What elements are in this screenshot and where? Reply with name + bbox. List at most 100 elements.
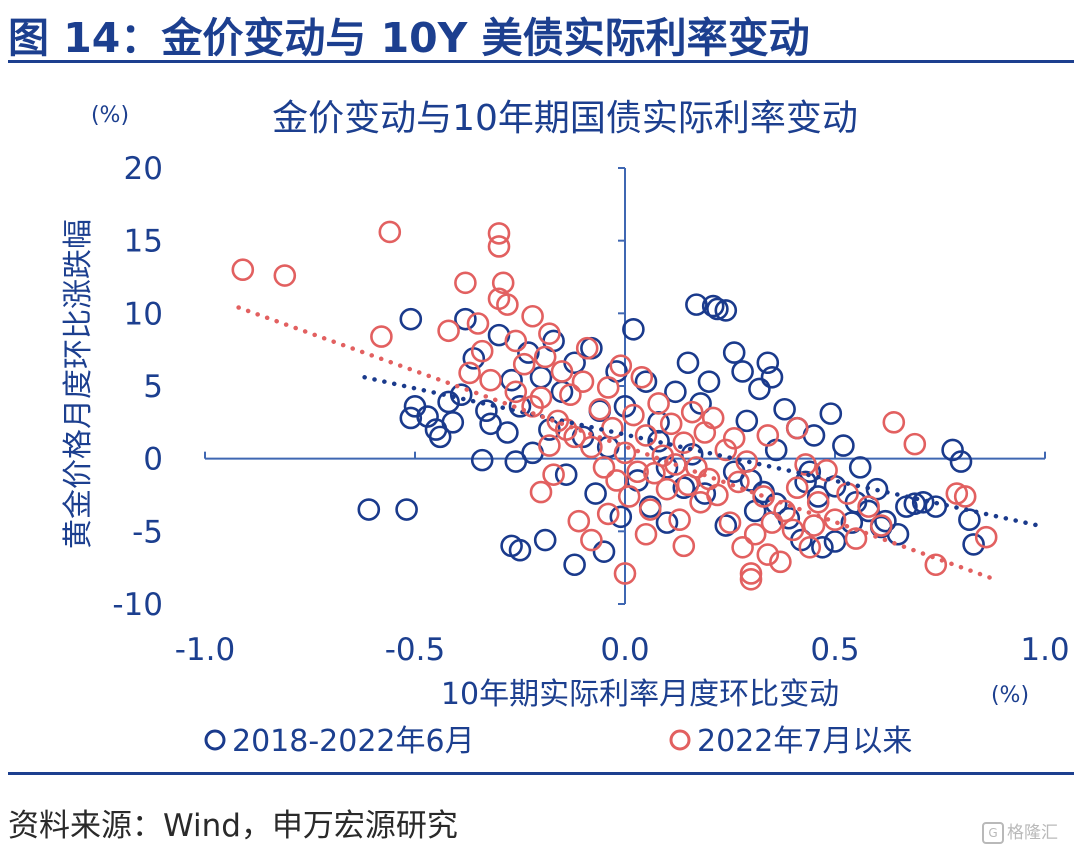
- data-point: [869, 514, 893, 537]
- data-point: [622, 403, 645, 427]
- data-point: [475, 399, 498, 423]
- data-point: [487, 235, 511, 258]
- data-point: [622, 318, 645, 341]
- data-point: [672, 431, 696, 454]
- data-point: [756, 424, 780, 447]
- data-point: [617, 485, 641, 508]
- data-point: [911, 490, 935, 514]
- x-tick-labels: -1.0 -0.5 0.0 0.5 1.0: [175, 632, 1070, 668]
- data-point: [664, 453, 687, 476]
- data-point: [647, 429, 670, 453]
- data-point: [958, 508, 981, 532]
- data-point: [668, 508, 691, 532]
- data-point: [504, 329, 528, 353]
- data-point: [773, 499, 796, 523]
- data-point: [949, 450, 973, 473]
- data-point: [743, 522, 767, 546]
- data-point: [487, 222, 511, 245]
- data-point: [588, 397, 612, 421]
- data-point: [664, 380, 687, 404]
- data-point: [697, 370, 721, 393]
- data-point: [512, 352, 536, 376]
- data-point: [756, 543, 780, 566]
- data-point: [848, 456, 872, 479]
- data-point: [785, 476, 809, 500]
- scatter-chart: 金价变动与10年期国债实际利率变动 (%) (%) 黄金价格月度环比涨跌幅 10…: [61, 98, 1070, 759]
- data-point: [638, 498, 662, 521]
- data-point: [563, 553, 586, 577]
- data-point: [538, 322, 561, 345]
- bottom-divider: [8, 772, 1074, 775]
- data-point: [785, 416, 809, 440]
- data-point: [672, 534, 696, 558]
- axes: [204, 167, 1046, 605]
- legend-item-series-2: 2022年7月以来: [669, 724, 912, 759]
- data-point: [529, 365, 553, 389]
- data-point: [731, 360, 754, 383]
- data-point: [437, 319, 460, 343]
- data-point: [491, 271, 515, 295]
- data-point: [748, 377, 771, 401]
- data-point: [592, 540, 616, 563]
- data-point: [458, 361, 481, 385]
- data-point: [680, 400, 704, 424]
- data-point: [714, 438, 738, 462]
- data-point: [722, 341, 746, 364]
- legend-label: 2018-2022年6月: [232, 724, 475, 759]
- y-tick-label: 5: [143, 369, 163, 405]
- data-point: [403, 395, 427, 418]
- data-point: [647, 392, 670, 415]
- data-point: [609, 354, 633, 377]
- data-point: [466, 312, 490, 335]
- data-point: [903, 432, 927, 456]
- data-point: [554, 418, 578, 441]
- y-tick-labels: 20 15 10 5 0 -5 -10: [112, 151, 163, 623]
- y-tick-label: 20: [124, 151, 163, 187]
- y-tick-label: -10: [112, 587, 163, 623]
- data-point: [802, 514, 826, 537]
- data-point: [773, 397, 796, 421]
- data-point: [832, 434, 855, 457]
- data-point: [739, 562, 763, 585]
- data-point: [714, 299, 738, 322]
- data-point: [823, 530, 847, 553]
- data-point: [550, 360, 574, 383]
- data-point: [504, 380, 528, 404]
- data-point: [470, 448, 494, 472]
- data-point: [504, 450, 528, 473]
- data-point: [706, 483, 729, 507]
- data-point: [760, 511, 784, 534]
- data-point: [718, 511, 742, 534]
- data-point: [454, 271, 477, 295]
- data-point: [399, 307, 423, 331]
- data-point: [370, 325, 393, 348]
- series-1-points: [357, 293, 985, 577]
- data-point: [533, 528, 557, 552]
- data-point: [756, 351, 780, 375]
- data-point: [962, 533, 985, 556]
- data-point: [941, 438, 964, 462]
- data-point: [395, 498, 418, 521]
- data-point: [811, 536, 834, 559]
- figure-title: 图 14：金价变动与 10Y 美债实际利率变动: [8, 14, 810, 62]
- source-note: 资料来源：Wind，申万宏源研究: [8, 808, 458, 844]
- data-point: [806, 490, 830, 514]
- x-unit-label: (%): [991, 683, 1029, 708]
- data-point: [508, 538, 532, 562]
- data-point: [903, 492, 927, 516]
- data-point: [567, 509, 591, 533]
- data-point: [613, 562, 637, 585]
- data-point: [496, 421, 519, 444]
- data-point: [676, 351, 700, 375]
- data-point: [735, 409, 759, 433]
- data-point: [769, 550, 792, 574]
- data-point: [575, 336, 599, 360]
- data-point: [794, 453, 817, 476]
- data-point: [441, 411, 465, 434]
- data-point: [609, 505, 633, 529]
- data-points: [231, 220, 998, 591]
- data-point: [752, 485, 775, 508]
- data-point: [613, 441, 637, 465]
- data-point: [454, 307, 477, 331]
- data-point: [538, 434, 561, 457]
